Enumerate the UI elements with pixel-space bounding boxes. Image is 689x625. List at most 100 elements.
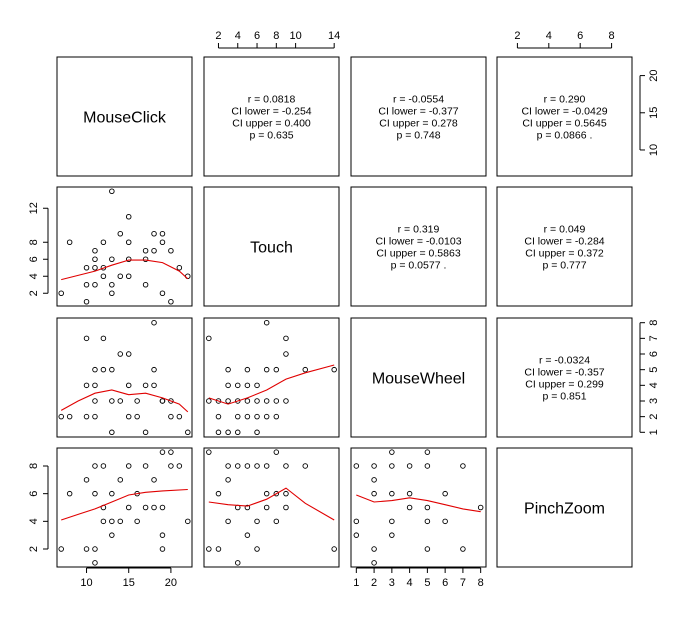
point-mouse-click-vs-pinch-zoom-25 <box>159 532 166 538</box>
point-touch-vs-mouse-wheel-32 <box>331 366 337 373</box>
x-axis-mousewheel-tick-label-1: 1 <box>353 577 359 589</box>
point-mouse-click-vs-touch-15 <box>109 188 115 194</box>
corr-text-mousewheel-pinchzoom-line0: r = -0.0324 <box>539 355 590 367</box>
corr-text-mouseclick-mousewheel-line1: CI lower = -0.377 <box>378 106 458 118</box>
point-touch-vs-mouse-wheel-15 <box>244 382 251 389</box>
x-axis-mousewheel-tick-label-4: 4 <box>407 577 413 589</box>
point-touch-vs-pinch-zoom-17 <box>263 490 270 497</box>
point-mouse-wheel-vs-pinch-zoom-22 <box>442 490 448 497</box>
point-mouse-click-vs-mouse-wheel-7 <box>92 382 98 389</box>
point-mouse-wheel-vs-pinch-zoom-0 <box>353 518 360 525</box>
point-mouse-wheel-vs-pinch-zoom-9 <box>389 518 395 525</box>
point-touch-vs-pinch-zoom-1 <box>206 546 212 552</box>
point-touch-vs-pinch-zoom-20 <box>273 490 280 497</box>
point-mouse-click-vs-pinch-zoom-13 <box>109 490 115 497</box>
point-touch-vs-pinch-zoom-14 <box>254 518 260 525</box>
y-axis-mouseclick-right-tick-label-20: 20 <box>648 69 660 81</box>
point-mouse-click-vs-mouse-wheel-19 <box>134 413 140 420</box>
panel-frame-r1-c3 <box>496 186 633 307</box>
point-touch-vs-mouse-wheel-25 <box>273 413 280 420</box>
panel-frame-r2-c2 <box>350 317 487 438</box>
point-mouse-click-vs-touch-23 <box>142 256 149 263</box>
corr-text-touch-pinchzoom-line1: CI lower = -0.284 <box>524 236 604 248</box>
point-mouse-click-vs-touch-7 <box>92 256 98 263</box>
x-axis-mouseclick-tick-label-10: 10 <box>80 577 92 589</box>
point-mouse-click-vs-mouse-wheel-15 <box>117 351 124 357</box>
point-mouse-wheel-vs-pinch-zoom-23 <box>460 546 466 552</box>
point-touch-vs-pinch-zoom-9 <box>234 463 241 469</box>
panels-layer: MouseClick Touch MouseWheel PinchZoom r = 0.… <box>56 56 633 568</box>
x-axis-pinchzoom-tick-label-4: 4 <box>546 30 552 42</box>
point-touch-vs-mouse-wheel-30 <box>283 351 289 357</box>
x-axis-mouseclick-tick-label-15: 15 <box>123 577 135 589</box>
point-mouse-click-vs-mouse-wheel-13 <box>109 366 115 373</box>
point-mouse-click-vs-pinch-zoom-3 <box>83 477 90 483</box>
point-mouse-click-vs-touch-25 <box>151 247 157 254</box>
point-touch-vs-mouse-wheel-14 <box>244 398 251 404</box>
point-mouse-click-vs-touch-17 <box>117 230 124 237</box>
smooth-line-touch-vs-pinch-zoom <box>208 487 335 521</box>
point-mouse-click-vs-pinch-zoom-30 <box>176 463 183 469</box>
point-mouse-wheel-vs-pinch-zoom-12 <box>389 449 395 455</box>
x-axis-touch-tick-label-8: 8 <box>273 30 279 42</box>
corr-text-touch-pinchzoom-line0: r = 0.049 <box>544 224 586 236</box>
point-touch-vs-mouse-wheel-24 <box>263 319 270 326</box>
point-mouse-click-vs-pinch-zoom-28 <box>168 463 174 469</box>
point-mouse-click-vs-pinch-zoom-21 <box>142 463 149 469</box>
corr-text-mouseclick-touch-line0: r = 0.0818 <box>248 94 296 106</box>
x-axis-mousewheel-tick-label-5: 5 <box>424 577 430 589</box>
y-axis-mousewheel-right-tick-label-8: 8 <box>648 320 660 326</box>
point-mouse-click-vs-touch-5 <box>92 282 98 288</box>
point-mouse-click-vs-pinch-zoom-29 <box>168 449 174 455</box>
point-mouse-click-vs-mouse-wheel-0 <box>58 413 64 420</box>
point-mouse-wheel-vs-pinch-zoom-15 <box>406 463 413 469</box>
point-mouse-click-vs-touch-32 <box>176 265 183 271</box>
point-touch-vs-pinch-zoom-16 <box>263 504 270 511</box>
point-mouse-click-vs-mouse-wheel-21 <box>142 429 149 436</box>
smooth-line-mouse-click-vs-pinch-zoom <box>61 488 188 521</box>
panel-frame-r0-c1 <box>203 56 340 177</box>
point-mouse-wheel-vs-pinch-zoom-4 <box>371 546 377 552</box>
point-touch-vs-mouse-wheel-10 <box>234 413 241 420</box>
point-touch-vs-mouse-wheel-16 <box>244 366 251 373</box>
point-mouse-click-vs-pinch-zoom-31 <box>185 518 191 525</box>
point-touch-vs-mouse-wheel-28 <box>283 398 289 404</box>
point-touch-vs-mouse-wheel-5 <box>225 429 231 436</box>
panel-frame-r3-c1 <box>203 447 340 568</box>
point-mouse-click-vs-touch-16 <box>117 273 124 280</box>
point-mouse-click-vs-pinch-zoom-2 <box>83 546 90 552</box>
point-mouse-click-vs-pinch-zoom-6 <box>92 490 98 497</box>
point-mouse-wheel-vs-pinch-zoom-20 <box>424 449 431 455</box>
x-axis-mousewheel-tick-label-2: 2 <box>371 577 377 589</box>
point-mouse-click-vs-pinch-zoom-8 <box>100 518 107 525</box>
point-mouse-click-vs-touch-18 <box>125 273 132 280</box>
axes-layer: 10 15 20 1 2 3 4 5 6 7 82 4 6 8 10 14 2 4 6 824681224681015… <box>28 30 660 589</box>
point-touch-vs-pinch-zoom-19 <box>273 518 280 525</box>
y-axis-mouseclick-right-tick-label-10: 10 <box>648 144 660 156</box>
point-mouse-click-vs-mouse-wheel-12 <box>109 398 115 404</box>
point-mouse-click-vs-mouse-wheel-31 <box>185 429 191 436</box>
point-mouse-wheel-vs-pinch-zoom-5 <box>371 490 377 497</box>
y-axis-mouseclick-right-tick-label-15: 15 <box>648 107 660 119</box>
point-mouse-click-vs-touch-8 <box>92 247 98 254</box>
point-mouse-click-vs-pinch-zoom-5 <box>92 546 98 552</box>
point-mouse-click-vs-mouse-wheel-30 <box>176 413 183 420</box>
corr-text-touch-mousewheel-line2: CI upper = 0.5863 <box>376 248 461 260</box>
point-mouse-click-vs-mouse-wheel-18 <box>125 351 132 357</box>
x-axis-touch-tick-label-4: 4 <box>235 30 241 42</box>
point-touch-vs-pinch-zoom-18 <box>263 463 270 469</box>
point-touch-vs-mouse-wheel-2 <box>215 398 222 404</box>
point-mouse-wheel-vs-pinch-zoom-11 <box>389 463 395 469</box>
point-mouse-click-vs-pinch-zoom-20 <box>142 504 149 511</box>
point-mouse-click-vs-mouse-wheel-28 <box>168 413 174 420</box>
x-axis-mousewheel-tick-label-6: 6 <box>442 577 448 589</box>
y-axis-pinchzoom-tick-label-4: 4 <box>28 518 40 524</box>
point-mouse-click-vs-mouse-wheel-24 <box>151 319 157 326</box>
point-mouse-wheel-vs-pinch-zoom-19 <box>424 463 431 469</box>
corr-text-touch-pinchzoom-line2: CI upper = 0.372 <box>525 248 604 260</box>
corr-text-touch-mousewheel-line3: p = 0.0577 . <box>391 260 447 272</box>
y-axis-touch-tick-label-2: 2 <box>28 290 40 296</box>
point-mouse-click-vs-pinch-zoom-26 <box>159 504 166 511</box>
y-axis-pinchzoom-tick-label-2: 2 <box>28 546 40 552</box>
point-touch-vs-mouse-wheel-18 <box>254 413 260 420</box>
